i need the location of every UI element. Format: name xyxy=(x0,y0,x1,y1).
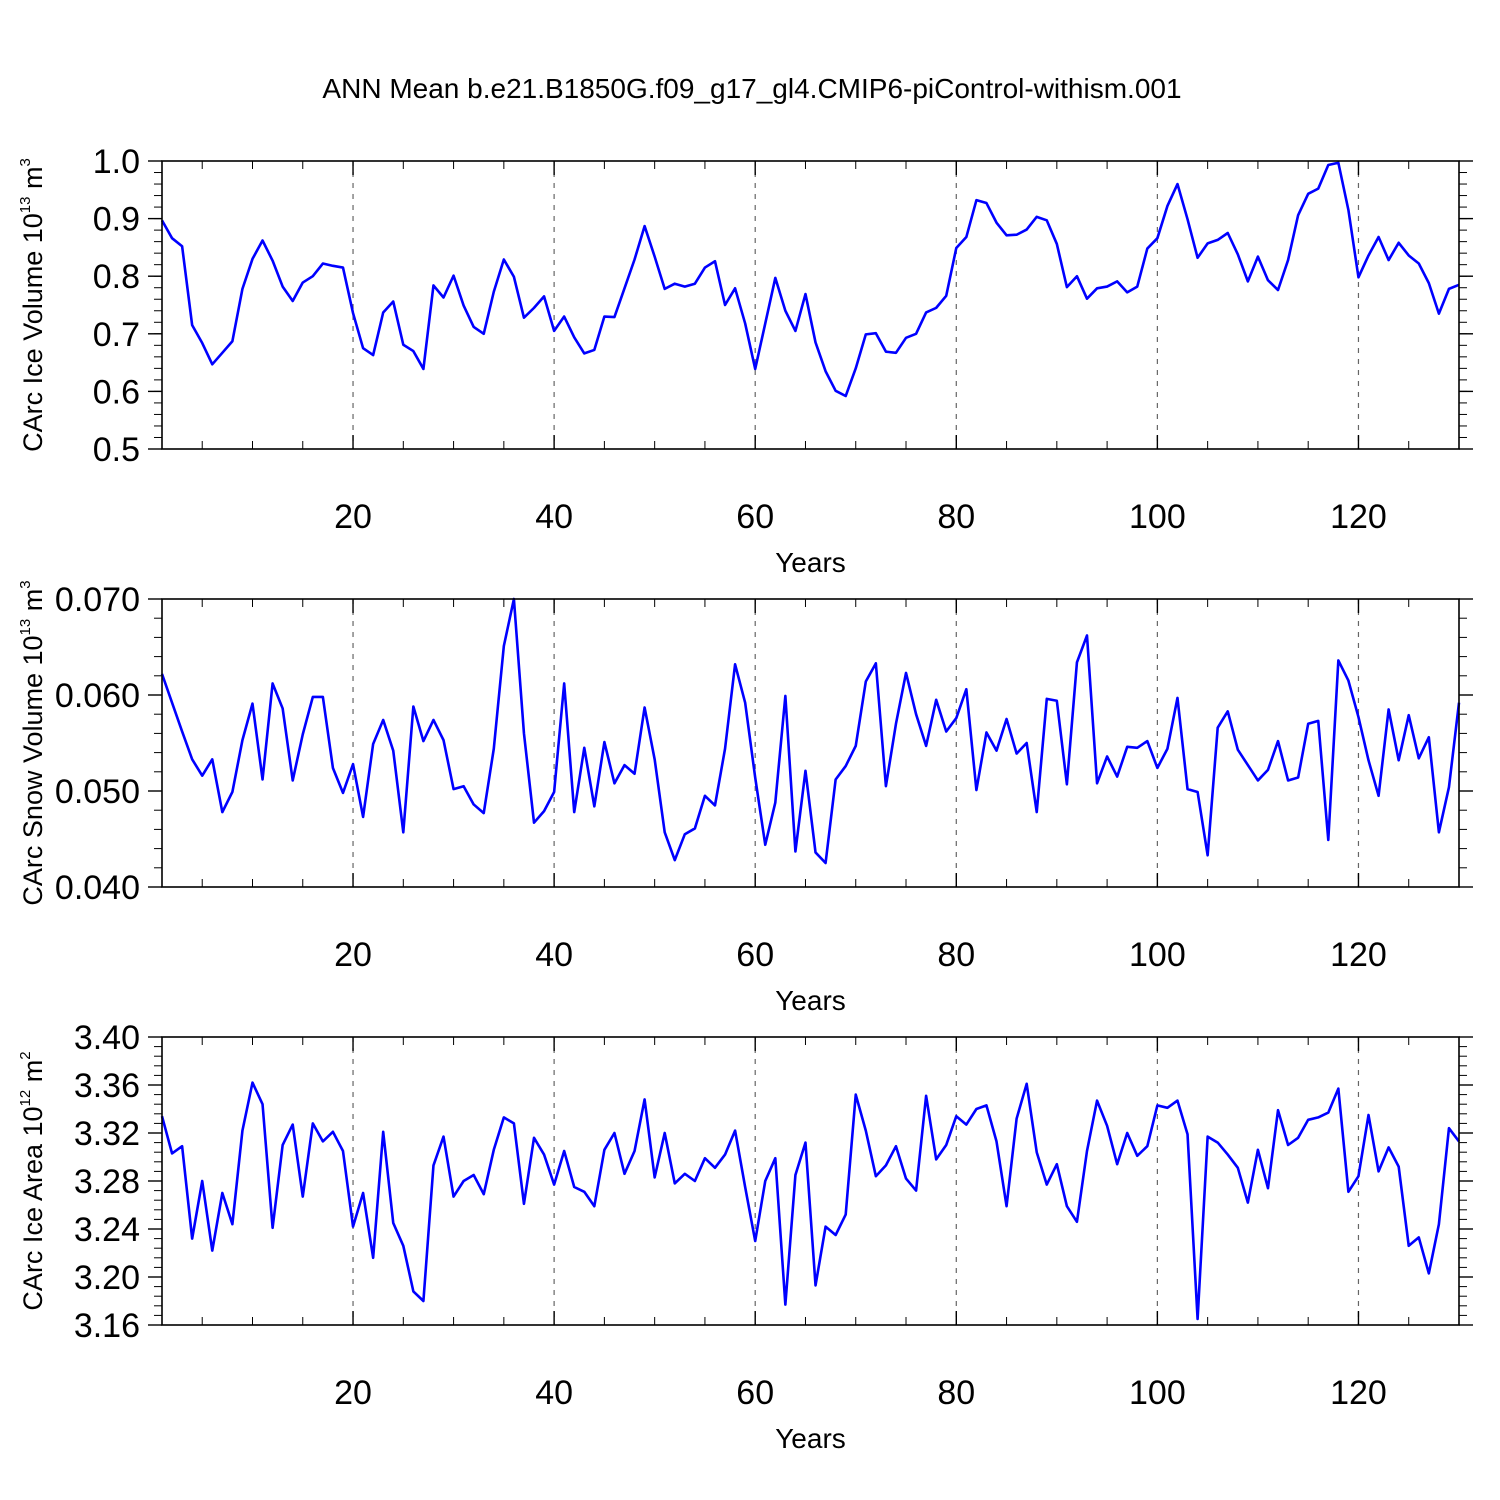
y-tick-label: 3.16 xyxy=(74,1307,140,1345)
y-tick-label: 3.20 xyxy=(74,1259,140,1297)
y-tick-label: 0.5 xyxy=(93,431,140,469)
y-tick-label: 3.28 xyxy=(74,1163,140,1201)
panel-ice-volume: 0.5 0.6 0.7 0.8 0.9 1.0 20 40 60 80 100 120 Years CAr… xyxy=(17,143,1473,578)
x-tick-label: 80 xyxy=(937,1374,975,1412)
y-tick-label: 0.040 xyxy=(55,869,140,907)
y-tick-label: 3.24 xyxy=(74,1211,140,1249)
x-tick-label: 80 xyxy=(937,498,975,536)
x-tick-label: 40 xyxy=(535,1374,573,1412)
x-axis-title: Years xyxy=(775,547,846,578)
y-tick-label: 0.7 xyxy=(93,316,140,354)
x-tick-label: 80 xyxy=(937,936,975,974)
x-tick-label: 20 xyxy=(334,1374,372,1412)
y-tick-label: 0.070 xyxy=(55,581,140,619)
x-tick-label: 60 xyxy=(736,1374,774,1412)
series-line xyxy=(160,597,1461,865)
y-tick-label: 0.6 xyxy=(93,373,140,411)
x-tick-label: 100 xyxy=(1129,498,1186,536)
y-tick-label: 1.0 xyxy=(93,143,140,181)
x-axis-title: Years xyxy=(775,985,846,1016)
x-tick-label: 20 xyxy=(334,498,372,536)
x-tick-label: 60 xyxy=(736,936,774,974)
plot-frame xyxy=(161,1036,1460,1326)
y-tick-label: 0.050 xyxy=(55,773,140,811)
panels: 0.5 0.6 0.7 0.8 0.9 1.0 20 40 60 80 100 120 Years CAr… xyxy=(17,143,1473,1454)
plot-frame xyxy=(161,160,1460,450)
figure-title: ANN Mean b.e21.B1850G.f09_g17_gl4.CMIP6-… xyxy=(322,73,1181,104)
x-tick-label: 120 xyxy=(1330,936,1387,974)
y-tick-label: 0.9 xyxy=(93,201,140,239)
y-tick-label: 3.36 xyxy=(74,1067,140,1105)
panel-ice-area: 3.16 3.20 3.24 3.28 3.32 3.36 3.40 20 40 60 80 100 1… xyxy=(17,1019,1473,1454)
y-axis-title: CArc Ice Volume 1013 m3 xyxy=(17,158,48,452)
x-tick-label: 20 xyxy=(334,936,372,974)
x-tick-label: 100 xyxy=(1129,936,1186,974)
y-tick-label: 0.8 xyxy=(93,258,140,296)
y-tick-label: 0.060 xyxy=(55,677,140,715)
panel-snow-volume: 0.040 0.050 0.060 0.070 20 40 60 80 100 120 Years C… xyxy=(17,580,1473,1016)
x-tick-label: 60 xyxy=(736,498,774,536)
y-tick-label: 3.32 xyxy=(74,1115,140,1153)
series-line xyxy=(160,1081,1461,1321)
y-axis-title: CArc Ice Area 1012 m2 xyxy=(17,1051,48,1310)
x-tick-label: 40 xyxy=(535,498,573,536)
x-tick-label: 120 xyxy=(1330,1374,1387,1412)
plot-frame xyxy=(161,598,1460,888)
x-tick-label: 100 xyxy=(1129,1374,1186,1412)
x-tick-label: 120 xyxy=(1330,498,1387,536)
y-axis-title: CArc Snow Volume 1013 m3 xyxy=(17,580,48,905)
x-tick-label: 40 xyxy=(535,936,573,974)
y-tick-label: 3.40 xyxy=(74,1019,140,1057)
series-line xyxy=(160,161,1460,398)
x-axis-title: Years xyxy=(775,1423,846,1454)
